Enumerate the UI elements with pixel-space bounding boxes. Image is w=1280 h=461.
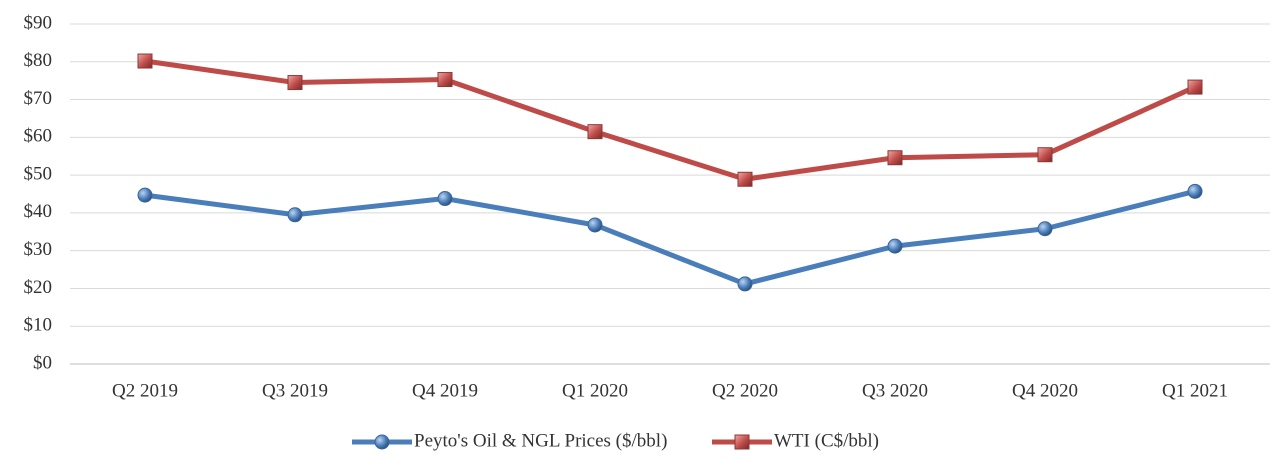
y-tick-label: $60 (24, 126, 53, 147)
x-tick-label: Q1 2021 (1162, 380, 1228, 401)
y-tick-label: $80 (24, 50, 53, 71)
y-tick-label: $50 (24, 163, 53, 184)
y-tick-label: $90 (24, 12, 53, 33)
line-marker (437, 191, 453, 207)
line-marker (1187, 79, 1203, 95)
line-marker (737, 276, 753, 292)
x-tick-label: Q1 2020 (562, 380, 628, 401)
line-marker (1187, 183, 1203, 199)
line-marker (737, 171, 753, 187)
line-marker (1037, 147, 1053, 163)
y-tick-label: $40 (24, 201, 53, 222)
x-tick-label: Q3 2020 (862, 380, 928, 401)
x-tick-label: Q2 2019 (112, 380, 178, 401)
y-tick-label: $30 (24, 239, 53, 260)
legend-label: Peyto's Oil & NGL Prices ($/bbl) (414, 430, 667, 451)
line-marker (587, 217, 603, 233)
line-marker (887, 150, 903, 166)
y-tick-label: $70 (24, 88, 53, 109)
line-marker (887, 238, 903, 254)
y-tick-label: $10 (24, 315, 53, 336)
x-tick-label: Q2 2020 (712, 380, 778, 401)
legend-marker (734, 434, 750, 450)
line-marker (137, 187, 153, 203)
x-tick-label: Q4 2020 (1012, 380, 1078, 401)
series-line (142, 188, 1198, 287)
line-marker (1037, 221, 1053, 237)
legend-label: WTI (C$/bbl) (774, 430, 879, 451)
line-marker (437, 72, 453, 88)
legend-marker (374, 434, 390, 450)
y-tick-label: $20 (24, 277, 53, 298)
y-tick-label: $0 (33, 352, 52, 373)
x-tick-label: Q3 2019 (262, 380, 328, 401)
line-marker (587, 124, 603, 140)
series-line (142, 58, 1198, 182)
line-marker (287, 207, 303, 223)
line-marker (287, 75, 303, 91)
x-tick-label: Q4 2019 (412, 380, 478, 401)
line-marker (137, 53, 153, 69)
